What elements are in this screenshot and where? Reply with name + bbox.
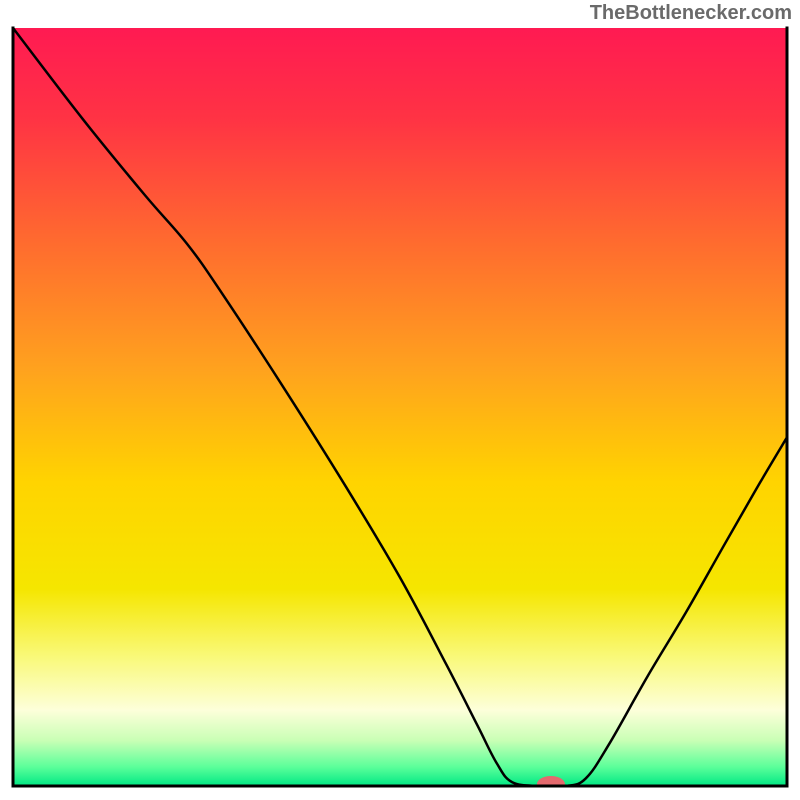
bottleneck-chart bbox=[0, 0, 800, 800]
chart-container: TheBottlenecker.com bbox=[0, 0, 800, 800]
watermark-text: TheBottlenecker.com bbox=[590, 2, 792, 25]
optimal-marker bbox=[537, 776, 565, 792]
gradient-background bbox=[13, 28, 787, 786]
plot-area bbox=[13, 28, 787, 792]
